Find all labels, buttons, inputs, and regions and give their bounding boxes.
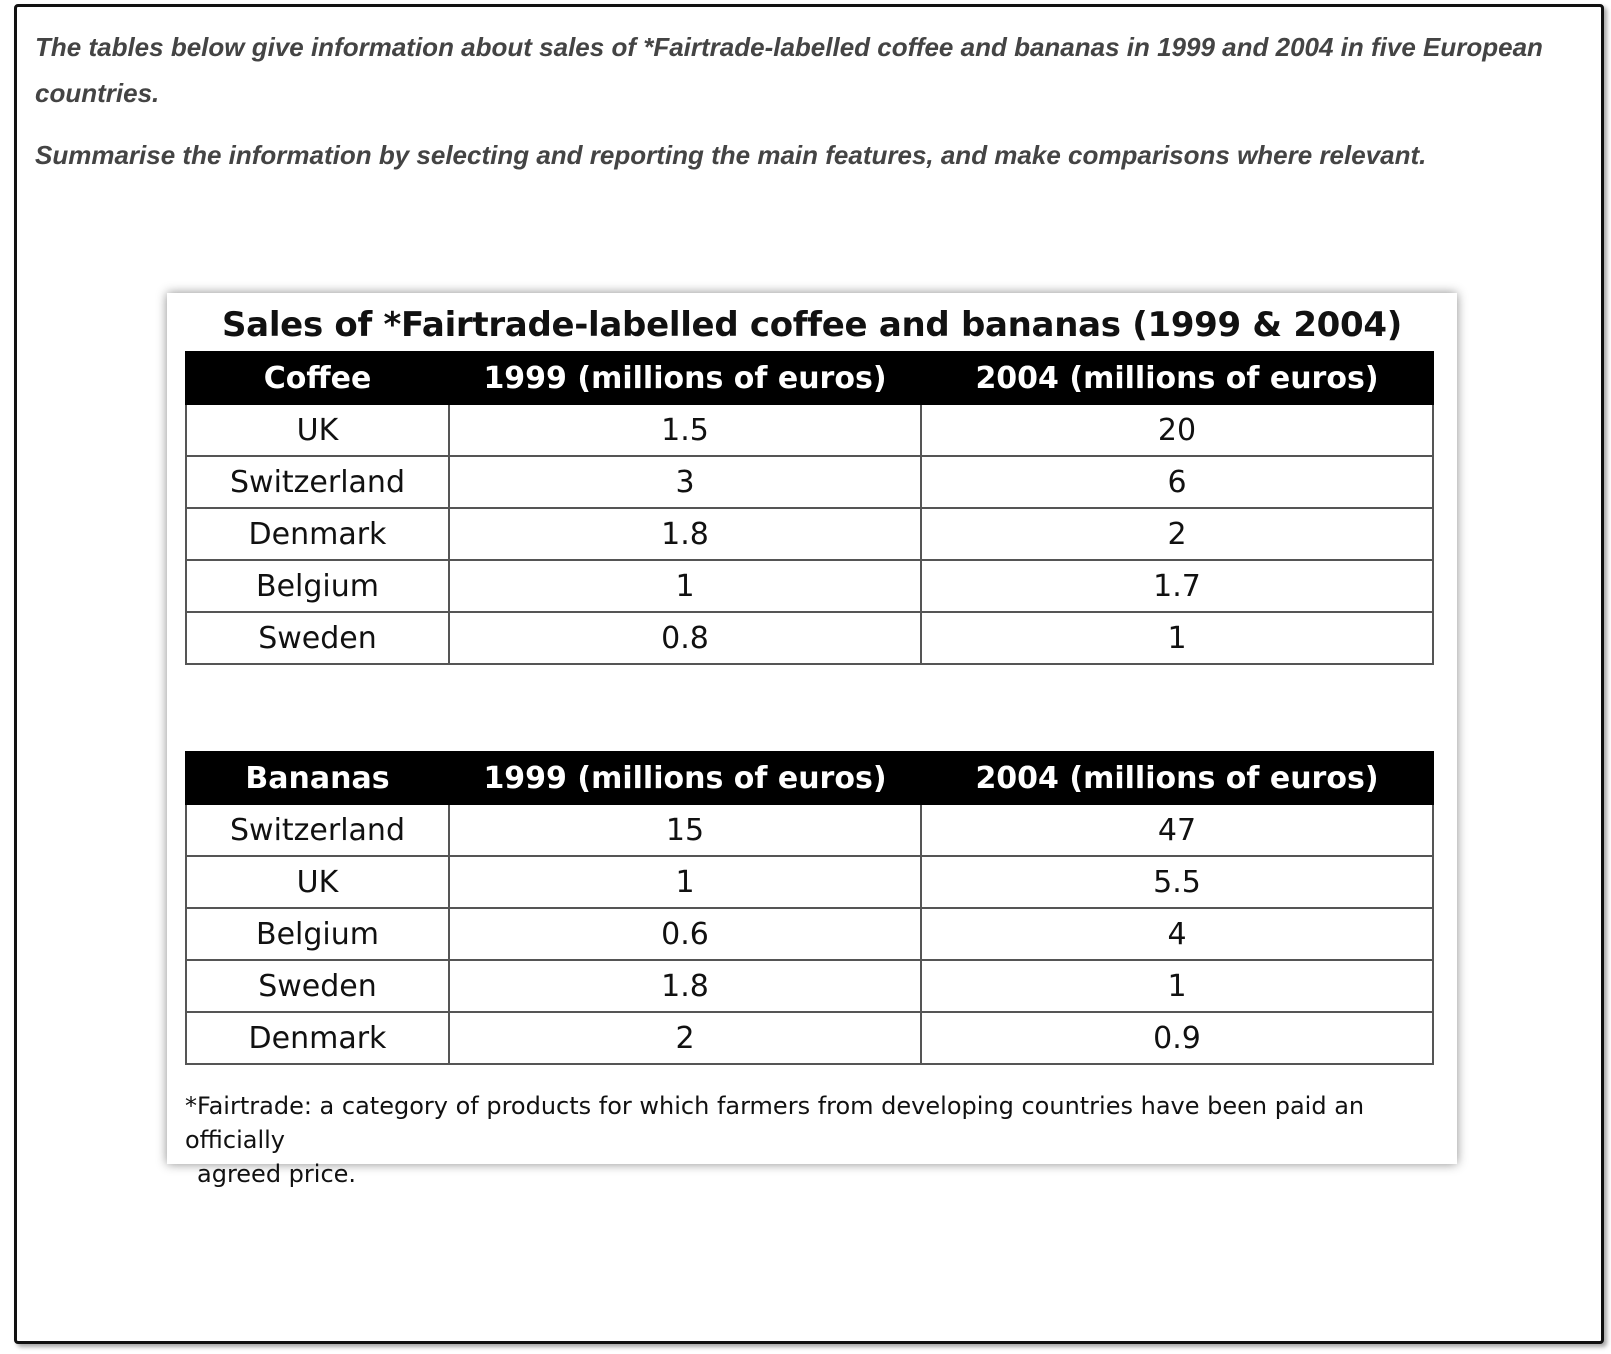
table-row: UK 1 5.5 [185, 855, 1434, 909]
header-cell: Coffee [185, 351, 450, 405]
value-cell: 1 [448, 855, 922, 909]
country-cell: Switzerland [185, 455, 450, 509]
country-cell: Denmark [185, 1011, 450, 1065]
value-cell: 6 [920, 455, 1434, 509]
value-cell: 47 [920, 803, 1434, 857]
footnote-line-2: agreed price. [197, 1160, 357, 1188]
footnote: *Fairtrade: a category of products for w… [185, 1089, 1425, 1191]
country-cell: Sweden [185, 611, 450, 665]
table-row: Denmark 2 0.9 [185, 1011, 1434, 1065]
value-cell: 0.6 [448, 907, 922, 961]
value-cell: 0.9 [920, 1011, 1434, 1065]
value-cell: 2 [448, 1011, 922, 1065]
table-row: Switzerland 3 6 [185, 455, 1434, 509]
country-cell: Switzerland [185, 803, 450, 857]
value-cell: 0.8 [448, 611, 922, 665]
value-cell: 1.8 [448, 959, 922, 1013]
value-cell: 1 [920, 611, 1434, 665]
country-cell: UK [185, 403, 450, 457]
header-cell: 1999 (millions of euros) [448, 351, 922, 405]
country-cell: Belgium [185, 559, 450, 613]
value-cell: 1 [920, 959, 1434, 1013]
country-cell: Sweden [185, 959, 450, 1013]
coffee-table: Coffee 1999 (millions of euros) 2004 (mi… [185, 351, 1434, 665]
table-row: Belgium 0.6 4 [185, 907, 1434, 961]
value-cell: 1.7 [920, 559, 1434, 613]
header-cell: 2004 (millions of euros) [920, 751, 1434, 805]
table-row: Switzerland 15 47 [185, 803, 1434, 857]
value-cell: 5.5 [920, 855, 1434, 909]
value-cell: 15 [448, 803, 922, 857]
value-cell: 2 [920, 507, 1434, 561]
value-cell: 1 [448, 559, 922, 613]
value-cell: 4 [920, 907, 1434, 961]
country-cell: UK [185, 855, 450, 909]
header-cell: Bananas [185, 751, 450, 805]
value-cell: 3 [448, 455, 922, 509]
value-cell: 1.5 [448, 403, 922, 457]
table-row: Denmark 1.8 2 [185, 507, 1434, 561]
table-row: Sweden 0.8 1 [185, 611, 1434, 665]
country-cell: Denmark [185, 507, 450, 561]
task-prompt: The tables below give information about … [35, 24, 1555, 178]
table-row: Sweden 1.8 1 [185, 959, 1434, 1013]
coffee-header-row: Coffee 1999 (millions of euros) 2004 (mi… [185, 351, 1434, 405]
prompt-line-1: The tables below give information about … [35, 32, 1543, 108]
table-row: Belgium 1 1.7 [185, 559, 1434, 613]
chart-title: Sales of *Fairtrade-labelled coffee and … [222, 305, 1402, 345]
table-row: UK 1.5 20 [185, 403, 1434, 457]
bananas-table: Bananas 1999 (millions of euros) 2004 (m… [185, 751, 1434, 1065]
country-cell: Belgium [185, 907, 450, 961]
header-cell: 2004 (millions of euros) [920, 351, 1434, 405]
value-cell: 20 [920, 403, 1434, 457]
bananas-header-row: Bananas 1999 (millions of euros) 2004 (m… [185, 751, 1434, 805]
prompt-line-2: Summarise the information by selecting a… [35, 140, 1427, 170]
value-cell: 1.8 [448, 507, 922, 561]
tables-card: Sales of *Fairtrade-labelled coffee and … [167, 293, 1457, 1188]
header-cell: 1999 (millions of euros) [448, 751, 922, 805]
footnote-line-1: *Fairtrade: a category of products for w… [185, 1092, 1365, 1154]
